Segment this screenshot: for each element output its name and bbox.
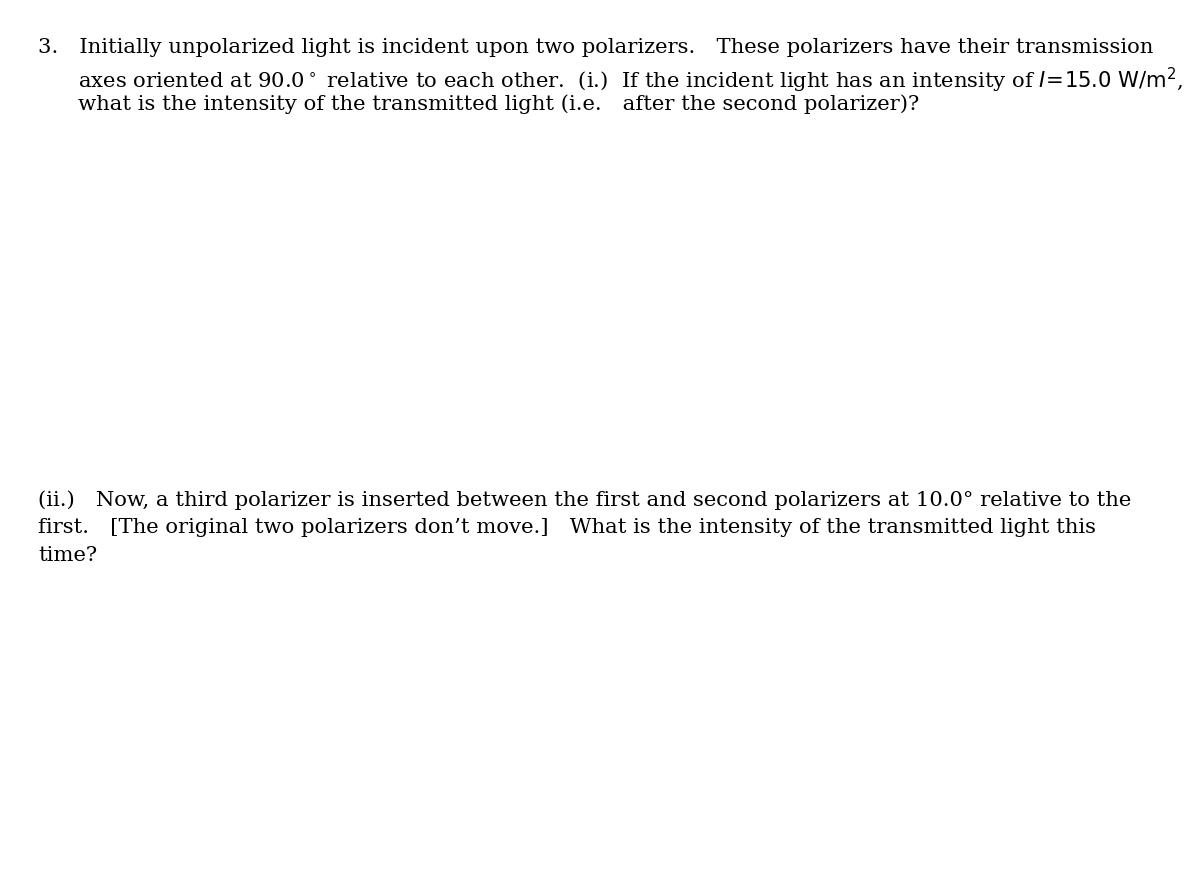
Text: first. [The original two polarizers don’t move.] What is the intensity of the tr: first. [The original two polarizers don’…: [38, 518, 1096, 537]
Text: axes oriented at 90.0$^\circ$ relative to each other.  (i.)  If the incident lig: axes oriented at 90.0$^\circ$ relative t…: [78, 66, 1183, 95]
Text: what is the intensity of the transmitted light (i.e. after the second polarizer): what is the intensity of the transmitted…: [78, 94, 919, 114]
Text: time?: time?: [38, 546, 97, 565]
Text: (ii.) Now, a third polarizer is inserted between the first and second polarizers: (ii.) Now, a third polarizer is inserted…: [38, 490, 1132, 510]
Text: 3. Initially unpolarized light is incident upon two polarizers.  These polarizer: 3. Initially unpolarized light is incide…: [38, 38, 1153, 57]
